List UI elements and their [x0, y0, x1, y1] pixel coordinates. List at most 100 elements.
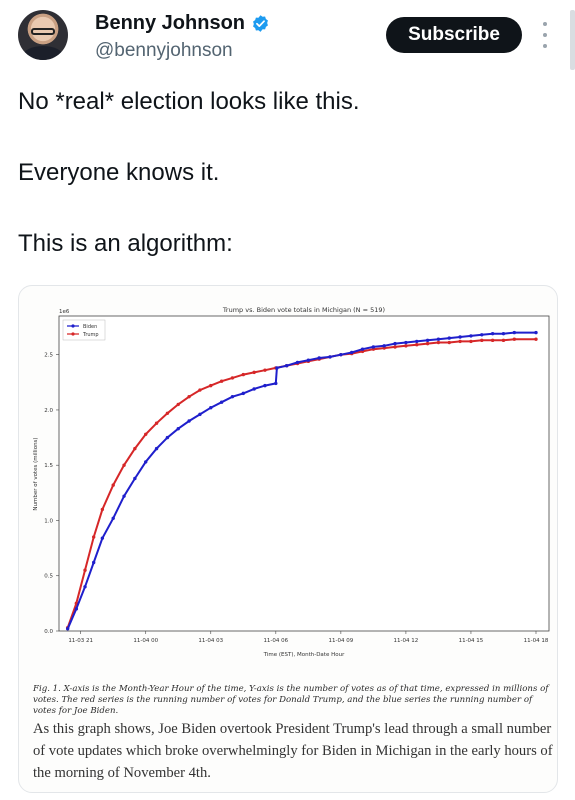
x-tick-label: 11-04 09: [328, 638, 353, 644]
vote-chart: Trump vs. Biden vote totals in Michigan …: [33, 306, 550, 658]
data-point-trump: [490, 338, 495, 343]
subscribe-button[interactable]: Subscribe: [386, 17, 522, 53]
data-point-trump: [154, 421, 159, 425]
data-point-biden: [74, 607, 79, 611]
data-point-biden: [415, 339, 419, 344]
data-point-biden: [393, 341, 397, 346]
x-tick-label: 11-04 12: [394, 638, 419, 644]
data-point-biden: [317, 356, 321, 360]
data-point-trump: [144, 432, 148, 436]
data-point-trump: [198, 388, 202, 392]
more-options-icon[interactable]: [540, 22, 550, 48]
data-point-trump: [176, 402, 180, 407]
legend-trump: Trump: [82, 332, 99, 338]
data-point-trump: [469, 339, 473, 344]
article-text: As this graph shows, Joe Biden overtook …: [33, 721, 553, 781]
data-point-trump: [165, 411, 170, 415]
data-point-biden: [100, 536, 105, 540]
data-point-trump: [263, 368, 267, 372]
x-tick-label: 11-04 15: [459, 638, 484, 644]
data-point-trump: [83, 568, 87, 572]
author-handle[interactable]: @bennyjohnson: [95, 40, 233, 61]
data-point-trump: [534, 337, 538, 341]
data-point-biden: [339, 352, 343, 357]
data-point-trump: [458, 339, 462, 344]
data-point-trump: [447, 340, 451, 345]
tweet-text-line-1: No *real* election looks like this.: [18, 88, 360, 115]
data-point-trump: [100, 507, 105, 512]
data-point-trump: [501, 338, 506, 343]
data-point-trump: [209, 383, 213, 388]
data-point-biden: [447, 336, 451, 340]
data-point-biden: [219, 400, 224, 404]
y-tick-label: 1.0: [44, 518, 53, 524]
data-point-biden: [275, 366, 279, 370]
tweet-text-line-2: Everyone knows it.: [18, 159, 220, 186]
data-point-biden: [512, 330, 517, 335]
x-tick-label: 11-04 03: [198, 638, 223, 644]
data-point-biden: [360, 347, 365, 351]
tweet-header: Benny Johnson @bennyjohnson Subscribe: [0, 0, 575, 80]
data-point-trump: [187, 394, 191, 399]
data-point-biden: [176, 427, 180, 431]
x-tick-label: 11-03 21: [68, 638, 93, 644]
data-point-biden: [241, 391, 245, 396]
chart-title: Trump vs. Biden vote totals in Michigan …: [222, 306, 385, 314]
data-point-trump: [230, 376, 235, 380]
data-point-biden: [133, 476, 137, 481]
data-point-biden: [209, 406, 213, 410]
x-tick-label: 11-04 18: [524, 638, 549, 644]
y-tick-label: 1.5: [44, 463, 53, 469]
data-point-biden: [490, 331, 495, 336]
data-point-biden: [91, 560, 96, 565]
author-name-row: Benny Johnson: [95, 12, 270, 35]
data-point-biden: [111, 516, 115, 520]
data-point-trump: [393, 345, 397, 349]
data-point-trump: [436, 340, 441, 345]
data-point-trump: [512, 337, 517, 341]
data-point-trump: [219, 379, 224, 383]
data-point-trump: [425, 341, 430, 346]
data-point-biden: [534, 330, 538, 335]
data-point-biden: [274, 381, 278, 386]
scrollbar[interactable]: [570, 10, 575, 70]
y-tick-label: 2.5: [44, 353, 53, 359]
data-point-biden: [469, 334, 473, 338]
data-point-biden: [83, 585, 87, 589]
data-point-biden: [198, 412, 202, 417]
data-point-trump: [111, 483, 115, 487]
data-point-biden: [165, 435, 170, 440]
data-point-biden: [349, 350, 354, 355]
data-point-biden: [480, 333, 484, 337]
x-axis-label: Time (EST), Month-Date Hour: [263, 652, 345, 658]
legend: Biden Trump: [62, 319, 106, 341]
data-point-trump: [241, 372, 245, 377]
data-point-biden: [382, 344, 386, 348]
data-point-trump: [91, 535, 96, 539]
data-point-biden: [295, 360, 300, 365]
author-name[interactable]: Benny Johnson: [95, 12, 246, 34]
attached-image[interactable]: Trump vs. Biden vote totals in Michigan …: [18, 285, 558, 793]
data-point-biden: [284, 364, 289, 368]
data-point-biden: [501, 331, 506, 336]
verified-badge-icon: [253, 15, 268, 32]
y-tick-label: 0.5: [44, 574, 53, 580]
plot-frame: [58, 315, 550, 632]
data-point-trump: [133, 446, 137, 451]
data-point-biden: [436, 337, 441, 341]
avatar[interactable]: [18, 10, 68, 60]
data-point-biden: [425, 338, 430, 343]
data-point-trump: [415, 343, 419, 347]
data-point-biden: [230, 394, 235, 399]
legend-biden: Biden: [83, 324, 97, 330]
data-point-trump: [122, 463, 126, 467]
data-point-trump: [404, 344, 408, 348]
data-point-biden: [154, 446, 159, 451]
y-tick-label: 0.0: [44, 629, 53, 635]
tweet-text-line-3: This is an algorithm:: [18, 230, 233, 257]
data-point-biden: [187, 419, 191, 423]
data-point-trump: [252, 370, 256, 375]
x-tick-label: 11-04 00: [133, 638, 158, 644]
data-point-biden: [65, 627, 70, 631]
data-point-biden: [404, 340, 408, 345]
